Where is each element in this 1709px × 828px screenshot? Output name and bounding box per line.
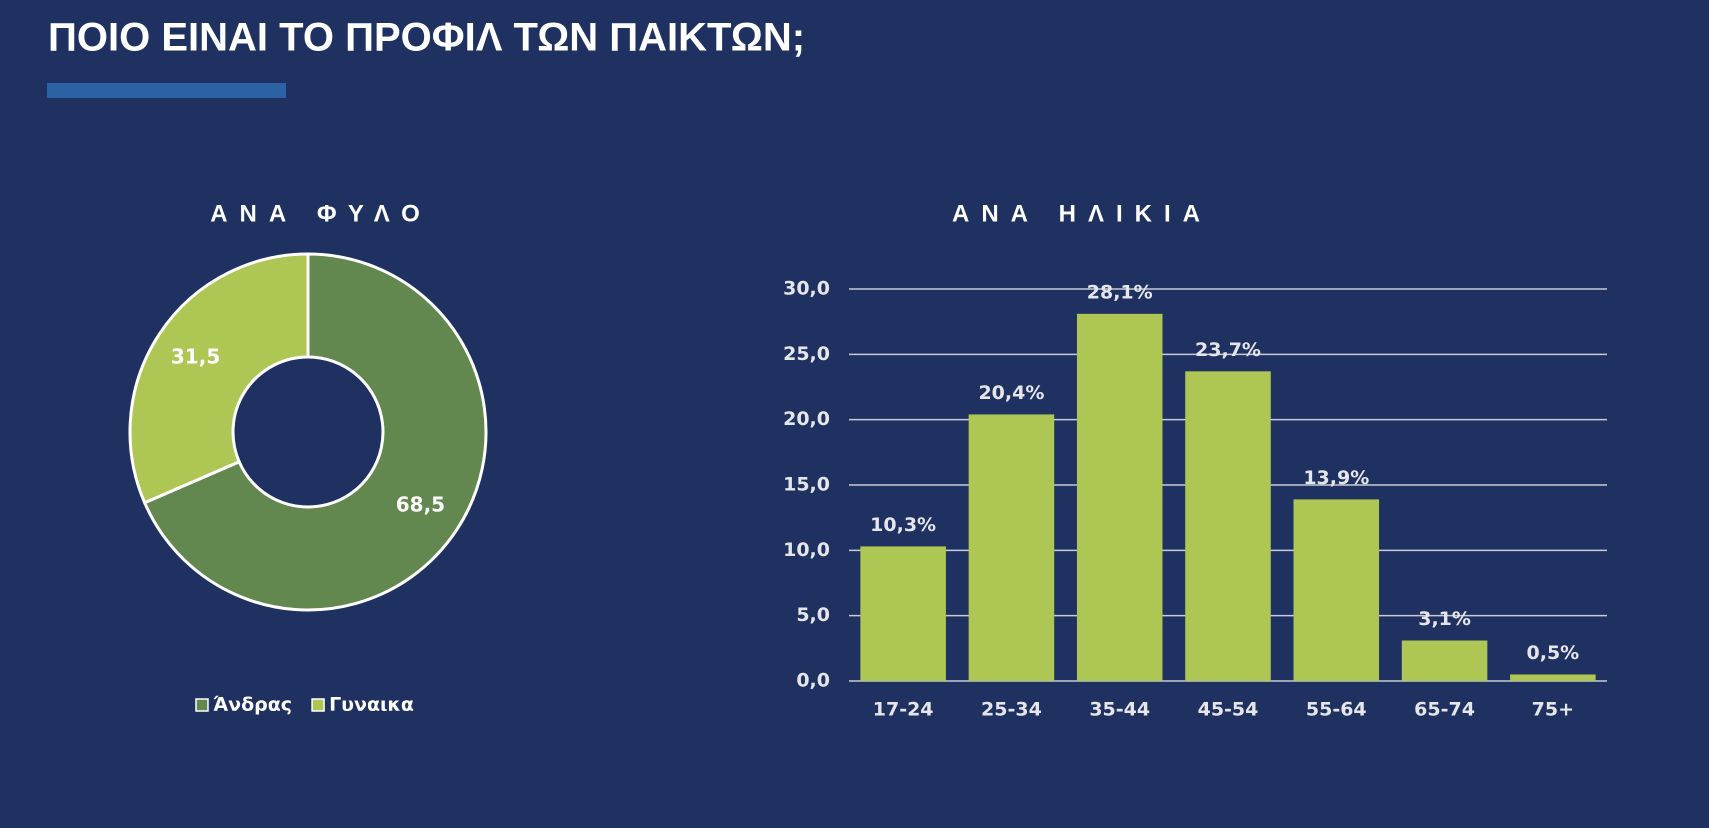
legend-label: Γυναικα	[329, 694, 414, 716]
title-underline	[47, 83, 286, 98]
y-tick-label: 30,0	[783, 278, 830, 300]
y-tick-label: 20,0	[783, 408, 830, 430]
legend-swatch	[311, 698, 325, 712]
x-tick-label: 65-74	[1414, 699, 1475, 721]
bar	[1401, 640, 1488, 681]
pie-slice	[142, 252, 488, 612]
data-label: 20,4%	[978, 382, 1044, 404]
bar	[1076, 313, 1163, 681]
y-tick-label: 15,0	[783, 474, 830, 496]
bar	[1185, 371, 1271, 681]
data-label: 3,1%	[1418, 608, 1471, 630]
data-label: 0,5%	[1527, 642, 1580, 664]
x-tick-label: 35-44	[1089, 699, 1150, 721]
y-tick-label: 10,0	[783, 539, 830, 561]
bar	[968, 414, 1055, 681]
data-label: 10,3%	[870, 514, 936, 536]
bar	[860, 546, 946, 681]
y-tick-label: 5,0	[796, 604, 830, 626]
x-tick-label: 25-34	[981, 699, 1042, 721]
data-label: 28,1%	[1087, 281, 1153, 303]
page-title: ΠΟΙΟ ΕΙΝΑΙ ΤΟ ΠΡΟΦΙΛ ΤΩΝ ΠΑΙΚΤΩΝ;	[48, 16, 805, 60]
data-label: 68,5	[396, 492, 445, 516]
data-label: 31,5	[171, 345, 220, 369]
bar	[1293, 499, 1380, 681]
x-tick-label: 45-54	[1198, 699, 1259, 721]
legend-label: Άνδρας	[213, 694, 292, 716]
y-tick-label: 25,0	[783, 343, 830, 365]
legend-swatch	[195, 698, 209, 712]
pie-slice	[128, 252, 310, 505]
data-label: 23,7%	[1195, 339, 1261, 361]
x-tick-label: 55-64	[1306, 699, 1367, 721]
x-tick-label: 17-24	[873, 699, 934, 721]
x-tick-label: 75+	[1532, 699, 1574, 721]
bar	[1510, 674, 1596, 681]
chart-title: ΑΝΑ ΦΥΛΟ	[210, 200, 432, 227]
chart-title: ΑΝΑ ΗΛΙΚΙΑ	[952, 200, 1212, 227]
data-label: 13,9%	[1303, 467, 1369, 489]
y-tick-label: 0,0	[796, 670, 830, 692]
